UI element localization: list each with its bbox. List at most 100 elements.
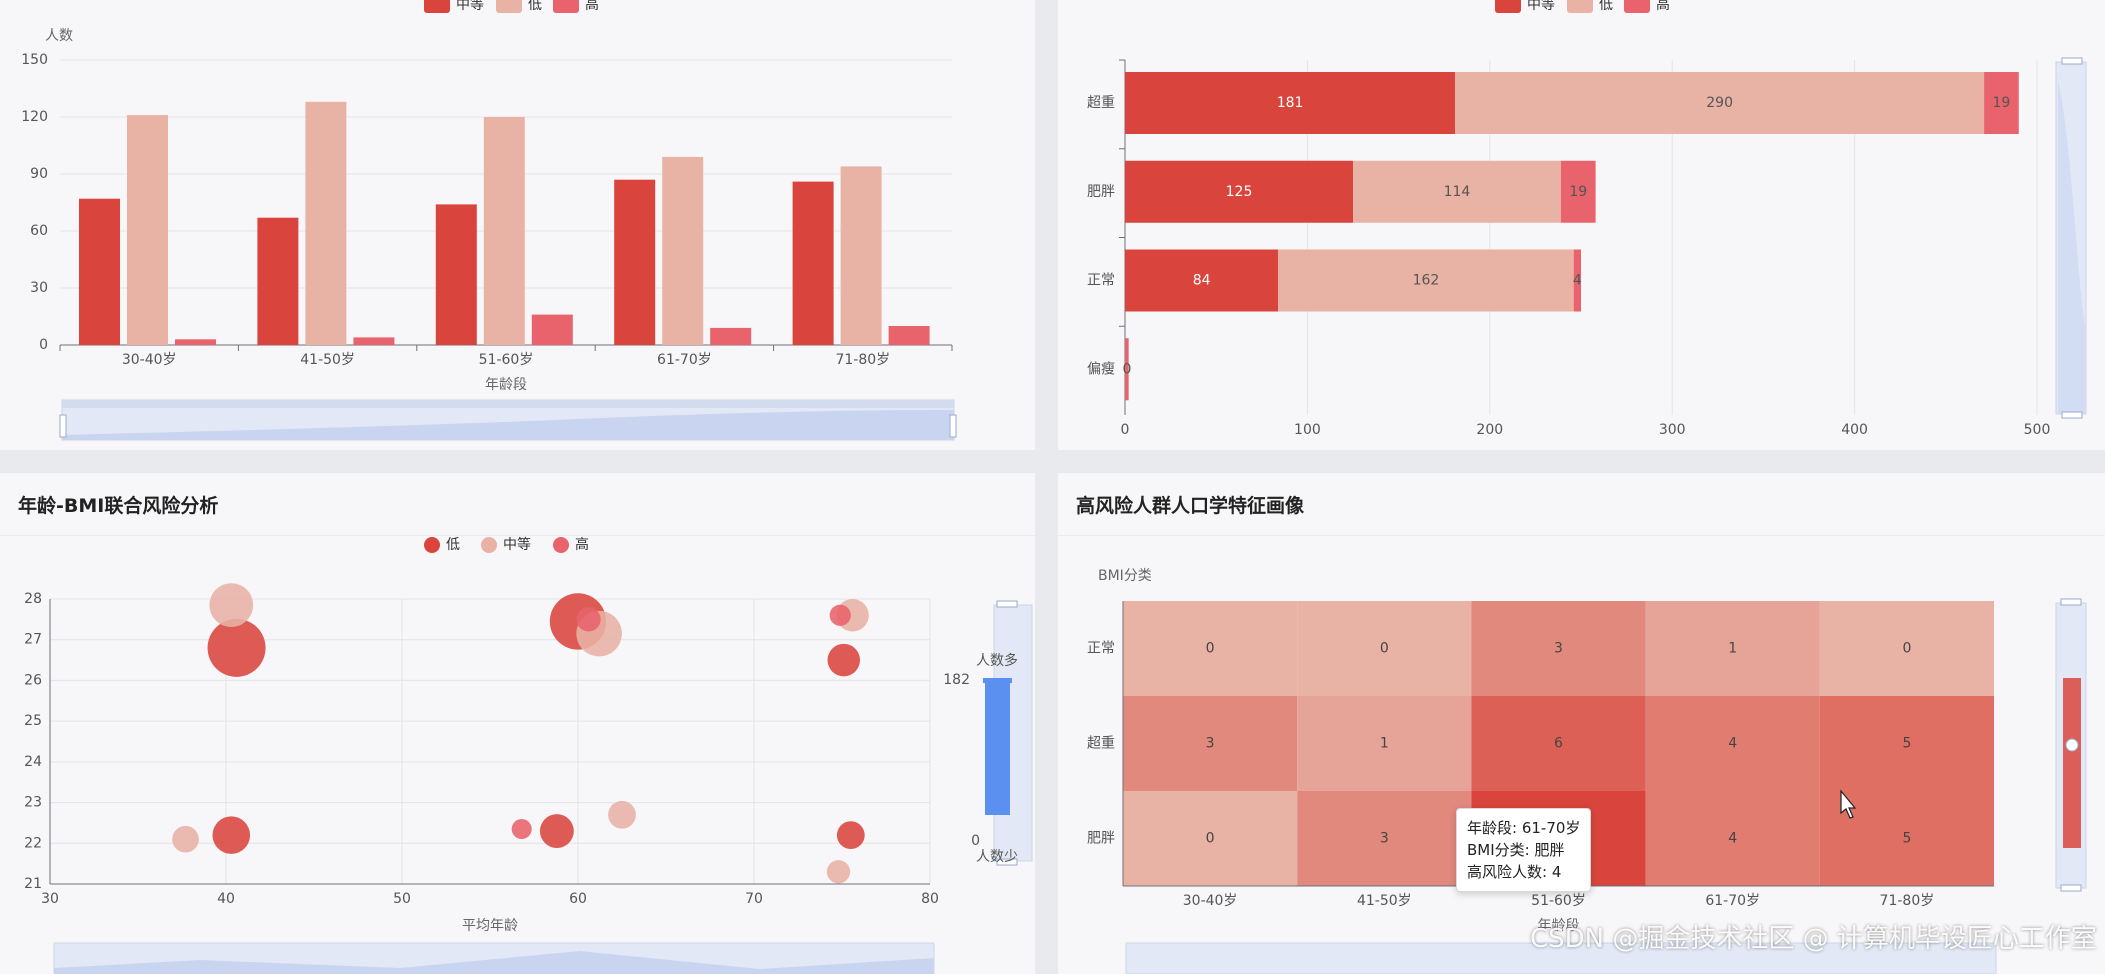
bar-segment[interactable] xyxy=(1125,160,1353,223)
heatmap-cell[interactable] xyxy=(1297,601,1472,696)
legend-swatch[interactable] xyxy=(553,0,579,13)
visual-map-bottom-text: 人数少 xyxy=(976,849,1018,865)
bar[interactable] xyxy=(888,326,930,345)
scatter-point[interactable] xyxy=(209,583,254,627)
bar[interactable] xyxy=(710,327,752,345)
heatmap-cell-label: 5 xyxy=(1902,831,1911,847)
visual-map-handle[interactable] xyxy=(2065,738,2079,752)
zoom-handle-top[interactable] xyxy=(2061,57,2083,65)
legend-swatch[interactable] xyxy=(1495,0,1521,13)
zoom-handle-bottom[interactable] xyxy=(2060,884,2082,892)
scatter-point[interactable] xyxy=(836,821,865,850)
heatmap-cell[interactable] xyxy=(1819,601,1994,696)
age-risk-panel: 中等 低 高人数 0 30 60 90 120 150 30-40岁 41-50岁 51-60岁 61-… xyxy=(0,0,1035,450)
bar[interactable] xyxy=(127,115,168,345)
y-tick-label: 21 xyxy=(24,876,42,892)
bar[interactable] xyxy=(531,314,573,345)
scatter-point[interactable] xyxy=(212,816,251,854)
scatter-point[interactable] xyxy=(827,643,861,677)
legend-swatch[interactable] xyxy=(424,537,440,553)
bar[interactable] xyxy=(305,101,347,345)
bar-label: 125 xyxy=(1226,184,1253,200)
heatmap-cell-label: 0 xyxy=(1902,641,1911,657)
scatter-point[interactable] xyxy=(829,604,851,626)
heatmap-cell-label: 6 xyxy=(1554,736,1563,752)
x-tick-label: 50 xyxy=(393,891,411,907)
bar-segment[interactable] xyxy=(1278,249,1574,312)
age-risk-chart: 中等 低 高人数 0 30 60 90 120 150 30-40岁 41-50岁 51-60岁 61-… xyxy=(21,0,957,441)
visual-map-handle-top[interactable] xyxy=(983,678,1012,683)
legend-swatch[interactable] xyxy=(424,0,450,13)
bar[interactable] xyxy=(483,117,525,345)
y-tick-label: 24 xyxy=(24,754,42,770)
bar-segment[interactable] xyxy=(1573,249,1581,312)
y-tick-label: 120 xyxy=(21,109,48,125)
heatmap-cell[interactable] xyxy=(1123,791,1298,886)
visual-map-bar[interactable] xyxy=(985,680,1010,815)
watermark: CSDN @掘金技术社区 @ 计算机毕设匠心工作室 xyxy=(1530,924,2097,954)
heatmap-cell-label: 0 xyxy=(1206,641,1215,657)
y-tick-label: 偏瘦 xyxy=(1087,360,1115,377)
bar[interactable] xyxy=(662,156,704,345)
legend-swatch[interactable] xyxy=(1567,0,1593,13)
x-tick-label: 61-70岁 xyxy=(1705,893,1760,909)
bar-segment[interactable] xyxy=(1353,160,1561,223)
heatmap-cell[interactable] xyxy=(1471,696,1646,791)
scatter-point[interactable] xyxy=(576,607,601,632)
x-tick-label: 61-70岁 xyxy=(657,352,712,368)
legend-swatch[interactable] xyxy=(553,537,569,553)
cursor-icon xyxy=(1840,789,1857,819)
zoom-handle-left[interactable] xyxy=(59,414,67,438)
zoom-handle-bottom[interactable] xyxy=(2061,411,2083,419)
heatmap-cell[interactable] xyxy=(1123,601,1298,696)
legend-swatch[interactable] xyxy=(496,0,522,13)
zoom-handle-top[interactable] xyxy=(996,600,1018,608)
zoom-handle-bottom[interactable] xyxy=(996,858,1018,866)
zoom-slider-track[interactable] xyxy=(1125,942,1997,974)
bar[interactable] xyxy=(840,166,882,345)
bar-segment[interactable] xyxy=(1560,160,1596,223)
bar-label: 4 xyxy=(1573,273,1582,289)
heatmap-cell-label: 3 xyxy=(1554,641,1563,657)
heatmap-cell[interactable] xyxy=(1297,696,1472,791)
zoom-handle-right[interactable] xyxy=(949,414,957,438)
bar-segment[interactable] xyxy=(1455,72,1985,134)
bar-segment[interactable] xyxy=(1125,338,1129,401)
heatmap-cell[interactable] xyxy=(1645,601,1820,696)
legend-label: 低 xyxy=(1599,0,1613,13)
scatter-point[interactable] xyxy=(608,800,636,829)
legend-swatch[interactable] xyxy=(481,537,497,553)
bar[interactable] xyxy=(257,217,299,345)
heatmap-cell[interactable] xyxy=(1819,696,1994,791)
y-tick-label: 23 xyxy=(24,795,42,811)
bar[interactable] xyxy=(435,204,477,345)
heatmap-cell[interactable] xyxy=(1645,791,1820,886)
bar-segment[interactable] xyxy=(1125,72,1456,134)
bar-label: 114 xyxy=(1444,184,1471,200)
bar[interactable] xyxy=(79,198,120,345)
bar[interactable] xyxy=(175,339,216,345)
bar[interactable] xyxy=(353,337,395,345)
heatmap-cell[interactable] xyxy=(1123,696,1298,791)
visual-map-bar[interactable] xyxy=(2063,678,2081,848)
heatmap-cell[interactable] xyxy=(1645,696,1820,791)
age-bmi-panel: 年龄-BMI联合风险分析 低 中等 高 21 22 23 24 25 26 27 28 30 40 50 6… xyxy=(0,473,1035,974)
x-tick-label: 51-60岁 xyxy=(1531,893,1586,909)
bar-segment[interactable] xyxy=(1125,249,1279,312)
bar[interactable] xyxy=(792,181,834,345)
scatter-point[interactable] xyxy=(826,860,851,884)
bar[interactable] xyxy=(614,179,656,345)
legend-swatch[interactable] xyxy=(1624,0,1650,13)
heatmap-cell[interactable] xyxy=(1471,601,1646,696)
tooltip-line: BMI分类: 肥胖 xyxy=(1467,841,1565,859)
y-tick-label: 25 xyxy=(24,713,42,729)
zoom-handle-top[interactable] xyxy=(2060,598,2082,606)
scatter-point[interactable] xyxy=(172,825,199,853)
scatter-point[interactable] xyxy=(539,814,574,849)
scatter-point[interactable] xyxy=(511,819,532,840)
heatmap-panel: 高风险人群人口学特征画像 BMI分类00310正常31645超重03845肥胖3… xyxy=(1058,473,2105,974)
scatter-point[interactable] xyxy=(207,618,266,677)
bar-segment[interactable] xyxy=(1984,72,2019,134)
x-axis-title: 年龄段 xyxy=(1538,918,1580,934)
heatmap-cell[interactable] xyxy=(1297,791,1472,886)
